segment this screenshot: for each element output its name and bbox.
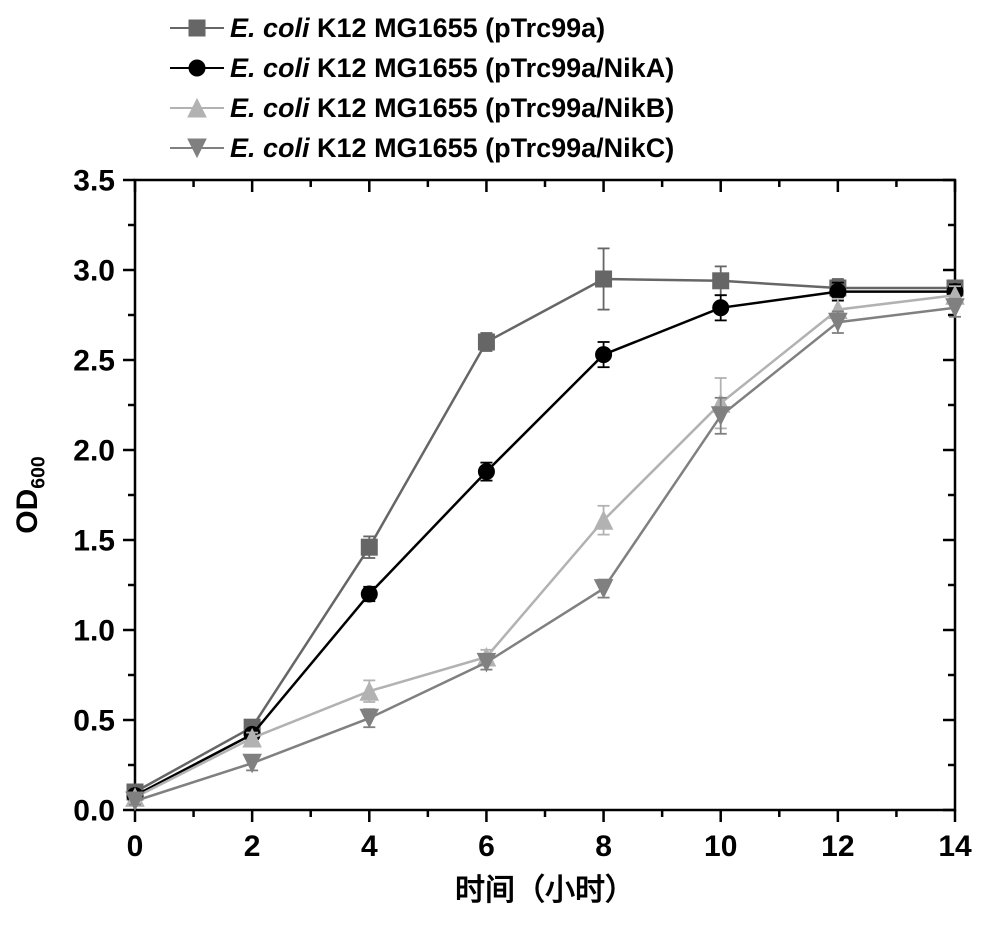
- legend-entry: E. coli K12 MG1655 (pTrc99a/NikA): [170, 48, 674, 88]
- x-tick-label: 6: [478, 830, 495, 863]
- y-tick-label: 1.5: [73, 525, 115, 558]
- y-tick-label: 2.0: [73, 435, 115, 468]
- x-tick-label: 4: [361, 830, 378, 863]
- y-tick-label: 2.5: [73, 345, 115, 378]
- x-tick-label: 10: [704, 830, 737, 863]
- data-point: [713, 273, 729, 289]
- data-point: [478, 334, 494, 350]
- y-tick-label: 3.5: [73, 165, 115, 198]
- x-tick-label: 0: [127, 830, 144, 863]
- legend-label-rest: K12 MG1655 (pTrc99a/NikB): [310, 93, 675, 123]
- legend-label-rest: K12 MG1655 (pTrc99a): [310, 13, 606, 43]
- y-tick-label: 0.5: [73, 705, 115, 738]
- legend-swatch: [170, 128, 224, 168]
- legend-entry: E. coli K12 MG1655 (pTrc99a/NikB): [170, 88, 674, 128]
- x-axis-label: 时间（小时）: [455, 873, 635, 907]
- legend-swatch: [170, 8, 224, 48]
- legend-marker-icon: [187, 18, 207, 38]
- legend-marker: [189, 20, 205, 36]
- data-point: [360, 709, 378, 727]
- data-point: [243, 754, 261, 772]
- y-axis-label-group: OD600: [11, 456, 50, 534]
- legend-marker: [188, 99, 206, 117]
- y-tick-label: 0.0: [73, 795, 115, 828]
- legend-marker-icon: [187, 58, 207, 78]
- data-point: [478, 464, 494, 480]
- legend-label: E. coli K12 MG1655 (pTrc99a): [230, 13, 605, 44]
- legend-marker-icon: [186, 137, 208, 159]
- chart-container: 0 2 4 6 8 10 12 14 0.0 0.5 1.0 1.5 2.0 2.5 3.0 3.5 时间（小时…: [0, 0, 1000, 931]
- x-tick-label: 12: [821, 830, 854, 863]
- legend-label-italic: E. coli: [230, 93, 310, 123]
- x-tick-label: 2: [244, 830, 261, 863]
- data-point: [830, 284, 846, 300]
- legend-label: E. coli K12 MG1655 (pTrc99a/NikC): [230, 133, 674, 164]
- x-tick-label: 14: [938, 830, 972, 863]
- data-point: [361, 586, 377, 602]
- legend-label-rest: K12 MG1655 (pTrc99a/NikC): [310, 133, 675, 163]
- data-point: [596, 271, 612, 287]
- data-point: [361, 539, 377, 555]
- legend-marker-icon: [186, 97, 208, 119]
- legend-label: E. coli K12 MG1655 (pTrc99a/NikB): [230, 93, 674, 124]
- legend-label-italic: E. coli: [230, 133, 310, 163]
- data-point: [595, 580, 613, 598]
- x-tick-label: 8: [595, 830, 612, 863]
- legend-marker: [188, 139, 206, 157]
- y-axis-label: OD600: [11, 456, 50, 534]
- legend-label: E. coli K12 MG1655 (pTrc99a/NikA): [230, 53, 674, 84]
- legend-marker: [189, 60, 205, 76]
- legend-swatch: [170, 88, 224, 128]
- legend-entry: E. coli K12 MG1655 (pTrc99a/NikC): [170, 128, 674, 168]
- legend-label-italic: E. coli: [230, 53, 310, 83]
- data-point: [360, 682, 378, 700]
- legend-label-rest: K12 MG1655 (pTrc99a/NikA): [310, 53, 675, 83]
- legend-label-italic: E. coli: [230, 13, 310, 43]
- series-line: [135, 279, 955, 792]
- legend-swatch: [170, 48, 224, 88]
- data-point: [596, 347, 612, 363]
- legend-entry: E. coli K12 MG1655 (pTrc99a): [170, 8, 674, 48]
- data-point: [713, 300, 729, 316]
- y-tick-label: 1.0: [73, 615, 115, 648]
- legend: E. coli K12 MG1655 (pTrc99a)E. coli K12 …: [170, 8, 674, 168]
- data-point: [712, 407, 730, 425]
- y-tick-label: 3.0: [73, 255, 115, 288]
- plot-frame: [135, 180, 955, 810]
